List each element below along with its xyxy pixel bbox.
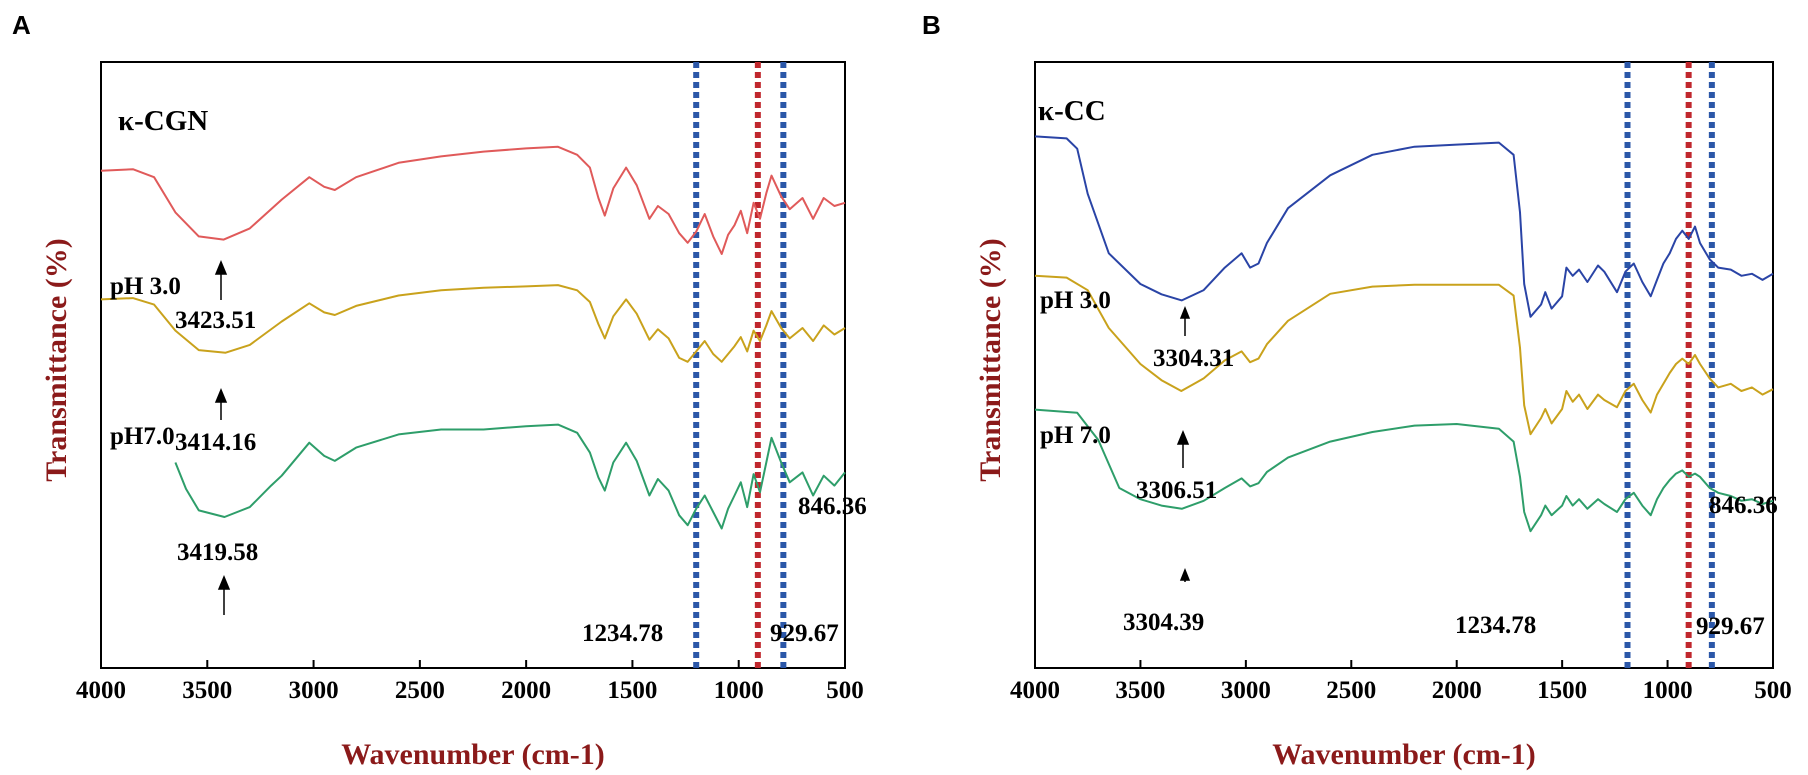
xticks-a: 4000 3500 3000 2500 2000 1500 1000 500 [76,660,864,704]
peak-label-2-a: 3414.16 [175,429,256,456]
peak-label-846-a: 846.36 [798,493,867,520]
series-label-ph7-a: pH7.0 [110,423,175,450]
y-axis-label-b: Transmittance (%) [974,238,1007,482]
xtick-label: 1000 [1643,677,1693,704]
series-label-ph3-b: pH 3.0 [1040,287,1111,314]
xtick-label: 500 [826,677,864,704]
peak-label-1-a: 3423.51 [175,307,256,334]
peak-label-3-b: 3304.39 [1123,609,1204,636]
panel-letter-b: B [922,10,941,40]
x-axis-label-b: Wavenumber (cm-1) [1272,738,1536,771]
panel-letter-a: A [12,10,31,40]
peak-arrows-a [214,260,231,615]
series-title-a: κ-CGN [118,105,208,137]
peak-label-929-a: 929.67 [770,620,839,647]
xtick-label: 4000 [1010,677,1060,704]
panel-b: 4000 3500 3000 2500 2000 1500 1000 500 Wavenumb… [974,61,1792,771]
y-axis-label-a: Transmittance (%) [40,238,73,482]
series-line-3 [1034,408,1774,533]
xtick-label: 3500 [1115,677,1165,704]
vlines-a [693,62,787,668]
series-label-ph7-b: pH 7.0 [1040,422,1111,449]
series-label-ph3-a: pH 3.0 [110,273,181,300]
xtick-label: 2000 [501,677,551,704]
series-title-b: κ-CC [1038,95,1106,127]
peak-label-3-a: 3419.58 [177,539,258,566]
peak-label-1-b: 3304.31 [1153,345,1234,372]
xtick-label: 3000 [1221,677,1271,704]
x-axis-label-a: Wavenumber (cm-1) [341,738,605,771]
xtick-label: 4000 [76,677,126,704]
xtick-label: 1500 [607,677,657,704]
peak-label-1234-a: 1234.78 [582,620,663,647]
xtick-label: 3000 [289,677,339,704]
plot-frame-b [1034,61,1774,669]
peak-label-929-b: 929.67 [1696,613,1765,640]
xtick-label: 500 [1754,677,1792,704]
xtick-label: 1500 [1537,677,1587,704]
xtick-label: 2500 [1326,677,1376,704]
xtick-label: 1000 [714,677,764,704]
series-line-1 [100,145,846,255]
xtick-label: 2500 [395,677,445,704]
series-line-2 [1034,274,1774,436]
series-line-1 [1034,135,1774,318]
series-a [100,145,846,530]
vlines-b [1624,62,1715,668]
peak-arrows-b [1176,305,1191,582]
series-line-3 [174,423,846,530]
plot-frame-a [100,61,846,669]
xticks-b: 4000 3500 3000 2500 2000 1500 1000 500 [1010,660,1792,704]
series-line-2 [100,284,846,363]
xtick-label: 2000 [1432,677,1482,704]
xtick-label: 3500 [182,677,232,704]
peak-label-846-b: 846.36 [1709,492,1778,519]
series-b [1034,135,1774,533]
panel-a: 4000 3500 3000 2500 2000 1500 1000 500 Wavenumb… [40,61,867,771]
peak-label-2-b: 3306.51 [1136,477,1217,504]
peak-label-1234-b: 1234.78 [1455,612,1536,639]
